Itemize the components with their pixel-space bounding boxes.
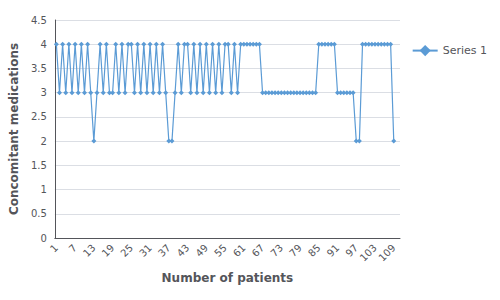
svg-text:49: 49	[193, 242, 210, 259]
svg-text:Number of patients: Number of patients	[162, 271, 294, 285]
svg-text:0: 0	[40, 233, 46, 244]
svg-text:2.5: 2.5	[31, 111, 47, 122]
svg-text:91: 91	[325, 242, 342, 259]
svg-text:103: 103	[358, 242, 379, 263]
svg-text:2: 2	[40, 136, 46, 147]
svg-text:55: 55	[212, 242, 229, 259]
svg-text:3: 3	[40, 87, 46, 98]
svg-text:73: 73	[268, 242, 285, 259]
svg-text:109: 109	[376, 242, 397, 263]
svg-text:37: 37	[156, 242, 173, 259]
svg-text:7: 7	[67, 242, 79, 254]
svg-text:4: 4	[40, 39, 46, 50]
svg-text:3.5: 3.5	[31, 63, 47, 74]
svg-text:Series 1: Series 1	[443, 44, 487, 57]
svg-text:61: 61	[231, 242, 248, 259]
svg-text:43: 43	[175, 242, 192, 259]
svg-text:4.5: 4.5	[31, 15, 47, 26]
svg-text:85: 85	[306, 242, 323, 259]
svg-text:1: 1	[48, 242, 60, 254]
svg-text:Concomitant medications: Concomitant medications	[7, 43, 21, 215]
svg-text:0.5: 0.5	[31, 208, 47, 219]
svg-text:67: 67	[250, 242, 267, 259]
svg-text:13: 13	[81, 242, 98, 259]
svg-text:1.5: 1.5	[31, 160, 47, 171]
svg-text:25: 25	[118, 242, 135, 259]
svg-text:19: 19	[100, 242, 117, 259]
svg-text:79: 79	[287, 242, 304, 259]
svg-text:97: 97	[343, 242, 361, 259]
svg-text:1: 1	[40, 184, 46, 195]
svg-text:31: 31	[137, 242, 154, 259]
